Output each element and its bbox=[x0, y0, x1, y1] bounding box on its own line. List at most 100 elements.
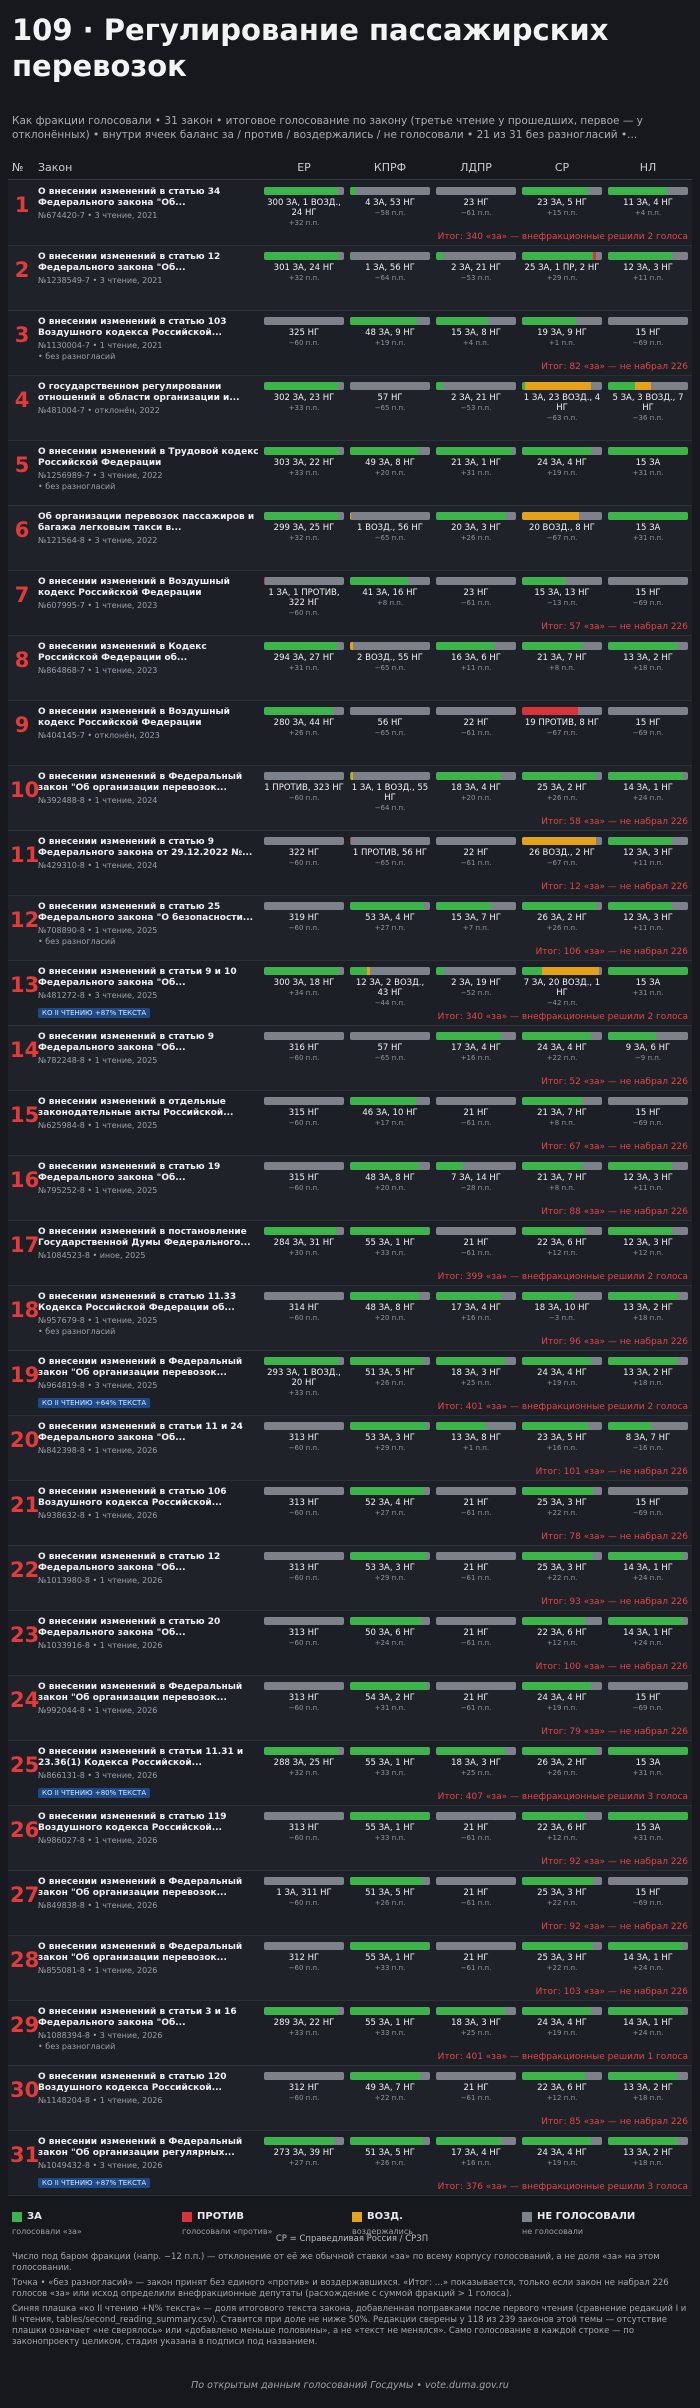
vote-text: 14 ЗА, 1 НГ bbox=[623, 1628, 673, 1638]
faction-cell: 293 ЗА, 1 ВОЗД., 20 НГ +33 п.п. bbox=[264, 1357, 344, 1397]
vote-delta: −60 п.п. bbox=[288, 1119, 320, 1127]
vote-text: 289 ЗА, 22 НГ bbox=[273, 2018, 335, 2028]
faction-cell: 13 ЗА, 2 НГ +18 п.п. bbox=[608, 2072, 688, 2102]
vote-segment bbox=[593, 1487, 602, 1495]
vote-segment bbox=[436, 2137, 501, 2145]
vote-segment bbox=[682, 1942, 688, 1950]
vote-bar bbox=[436, 1942, 516, 1950]
faction-cell: 4 ЗА, 53 НГ −58 п.п. bbox=[350, 187, 430, 217]
vote-text: 48 ЗА, 9 НГ bbox=[365, 328, 415, 338]
vote-segment bbox=[504, 2007, 516, 2015]
vote-bar bbox=[436, 1487, 516, 1495]
vote-segment bbox=[608, 1617, 683, 1625]
vote-segment bbox=[350, 902, 425, 910]
vote-segment bbox=[350, 1747, 429, 1755]
vote-bar bbox=[522, 512, 602, 520]
vote-bar bbox=[436, 1877, 516, 1885]
vote-delta: −28 п.п. bbox=[460, 1184, 492, 1192]
vote-delta: −61 п.п. bbox=[460, 599, 492, 607]
law-meta: №481272-8 • 3 чтение, 2025 bbox=[38, 991, 158, 1000]
vote-text: 2 ЗА, 19 НГ bbox=[451, 978, 501, 988]
vote-text: 9 ЗА, 6 НГ bbox=[625, 1043, 671, 1053]
result-note: Итог: 100 «за» — не набрал 226 bbox=[535, 1662, 688, 1672]
faction-cell: 17 ЗА, 4 НГ +16 п.п. bbox=[436, 2137, 516, 2167]
faction-cell: 1 ПРОТИВ, 323 НГ −60 п.п. bbox=[264, 772, 344, 802]
vote-text: 284 ЗА, 31 НГ bbox=[273, 1238, 335, 1248]
faction-cell: 1 ЗА, 23 ВОЗД., 4 НГ −63 п.п. bbox=[522, 382, 602, 422]
vote-text: 12 ЗА, 3 НГ bbox=[623, 263, 673, 273]
vote-bar bbox=[436, 1162, 516, 1170]
vote-text: 312 НГ bbox=[288, 1953, 320, 1963]
vote-text: 51 ЗА, 5 НГ bbox=[365, 2148, 415, 2158]
vote-segment bbox=[522, 1682, 591, 1690]
faction-cell: 312 НГ −60 п.п. bbox=[264, 1942, 344, 1972]
faction-cell: 19 ПРОТИВ, 8 НГ −67 п.п. bbox=[522, 707, 602, 737]
table-row: 8 О внесении изменений в Кодекс Российско… bbox=[8, 636, 692, 701]
law-title: О внесении изменений в статьи 11 и 24 Фе… bbox=[38, 1422, 243, 1443]
vote-bar bbox=[522, 1422, 602, 1430]
vote-delta: −36 п.п. bbox=[632, 414, 664, 422]
row-number: 14 bbox=[10, 1038, 40, 1062]
faction-cell: 5 ЗА, 3 ВОЗД., 7 НГ −36 п.п. bbox=[608, 382, 688, 422]
vote-text: 57 НГ bbox=[377, 393, 403, 403]
vote-bar bbox=[608, 317, 688, 325]
vote-segment bbox=[522, 1032, 591, 1040]
vote-delta: +24 п.п. bbox=[632, 1639, 664, 1647]
vote-segment bbox=[522, 1357, 591, 1365]
vote-delta: +18 п.п. bbox=[632, 1314, 664, 1322]
vote-delta: −60 п.п. bbox=[288, 1574, 320, 1582]
vote-delta: +31 п.п. bbox=[632, 1834, 664, 1842]
vote-segment bbox=[590, 1357, 602, 1365]
vote-text: 14 ЗА, 1 НГ bbox=[623, 783, 673, 793]
vote-segment bbox=[442, 252, 516, 260]
vote-delta: −9 п.п. bbox=[634, 1054, 662, 1062]
faction-cell: 15 ЗА +31 п.п. bbox=[608, 1812, 688, 1842]
vote-delta: −60 п.п. bbox=[288, 1314, 320, 1322]
vote-bar bbox=[608, 382, 688, 390]
vote-segment bbox=[608, 1812, 688, 1820]
faction-cell: 55 ЗА, 1 НГ +33 п.п. bbox=[350, 2007, 430, 2037]
vote-text: 25 ЗА, 3 НГ bbox=[537, 1953, 587, 1963]
vote-text: 15 НГ bbox=[635, 1693, 661, 1703]
row-number: 1 bbox=[14, 193, 30, 217]
vote-segment bbox=[608, 1357, 678, 1365]
vote-segment bbox=[608, 447, 688, 455]
law-title: О внесении изменений в Федеральный закон… bbox=[38, 1682, 243, 1703]
vote-segment bbox=[369, 967, 430, 975]
table-row: 7 О внесении изменений в Воздушный кодекс… bbox=[8, 571, 692, 636]
faction-cell: 19 ЗА, 9 НГ +1 п.п. bbox=[522, 317, 602, 347]
vote-bar bbox=[522, 317, 602, 325]
vote-segment bbox=[504, 1747, 516, 1755]
vote-text: 53 ЗА, 4 НГ bbox=[365, 913, 415, 923]
law-title: О внесении изменений в Кодекс Российской… bbox=[38, 642, 207, 663]
faction-cell: 313 НГ −60 п.п. bbox=[264, 1552, 344, 1582]
vote-bar bbox=[436, 1747, 516, 1755]
vote-segment bbox=[350, 317, 418, 325]
faction-cell: 1 ЗА, 311 НГ −60 п.п. bbox=[264, 1877, 344, 1907]
vote-text: 21 НГ bbox=[463, 1953, 489, 1963]
vote-bar bbox=[350, 772, 430, 780]
vote-segment bbox=[436, 1552, 516, 1560]
vote-segment bbox=[264, 2137, 334, 2145]
law-info: О внесении изменений в постановление Гос… bbox=[38, 1227, 260, 1260]
column-header: ЕР bbox=[297, 161, 311, 174]
faction-cell: 15 НГ −69 п.п. bbox=[608, 1682, 688, 1712]
vote-segment bbox=[666, 187, 688, 195]
vote-text: 2 ВОЗД., 55 НГ bbox=[357, 653, 423, 663]
vote-delta: +19 п.п. bbox=[546, 1379, 578, 1387]
vote-segment bbox=[522, 837, 597, 845]
vote-segment bbox=[436, 772, 502, 780]
vote-text: 16 ЗА, 6 НГ bbox=[451, 653, 501, 663]
vote-segment bbox=[350, 577, 408, 585]
vote-segment bbox=[350, 1032, 430, 1040]
vote-delta: +19 п.п. bbox=[546, 1704, 578, 1712]
vote-text: 1 ЗА, 23 ВОЗД., 4 НГ bbox=[523, 393, 601, 413]
vote-segment bbox=[500, 2137, 516, 2145]
table-row: 17 О внесении изменений в постановление Г… bbox=[8, 1221, 692, 1286]
vote-bar bbox=[264, 447, 344, 455]
law-info: О внесении изменений в статьи 11.31 и 23… bbox=[38, 1747, 260, 1799]
vote-bar bbox=[608, 1487, 688, 1495]
vote-delta: +16 п.п. bbox=[546, 1444, 578, 1452]
vote-segment bbox=[596, 252, 602, 260]
vote-bar bbox=[350, 512, 430, 520]
